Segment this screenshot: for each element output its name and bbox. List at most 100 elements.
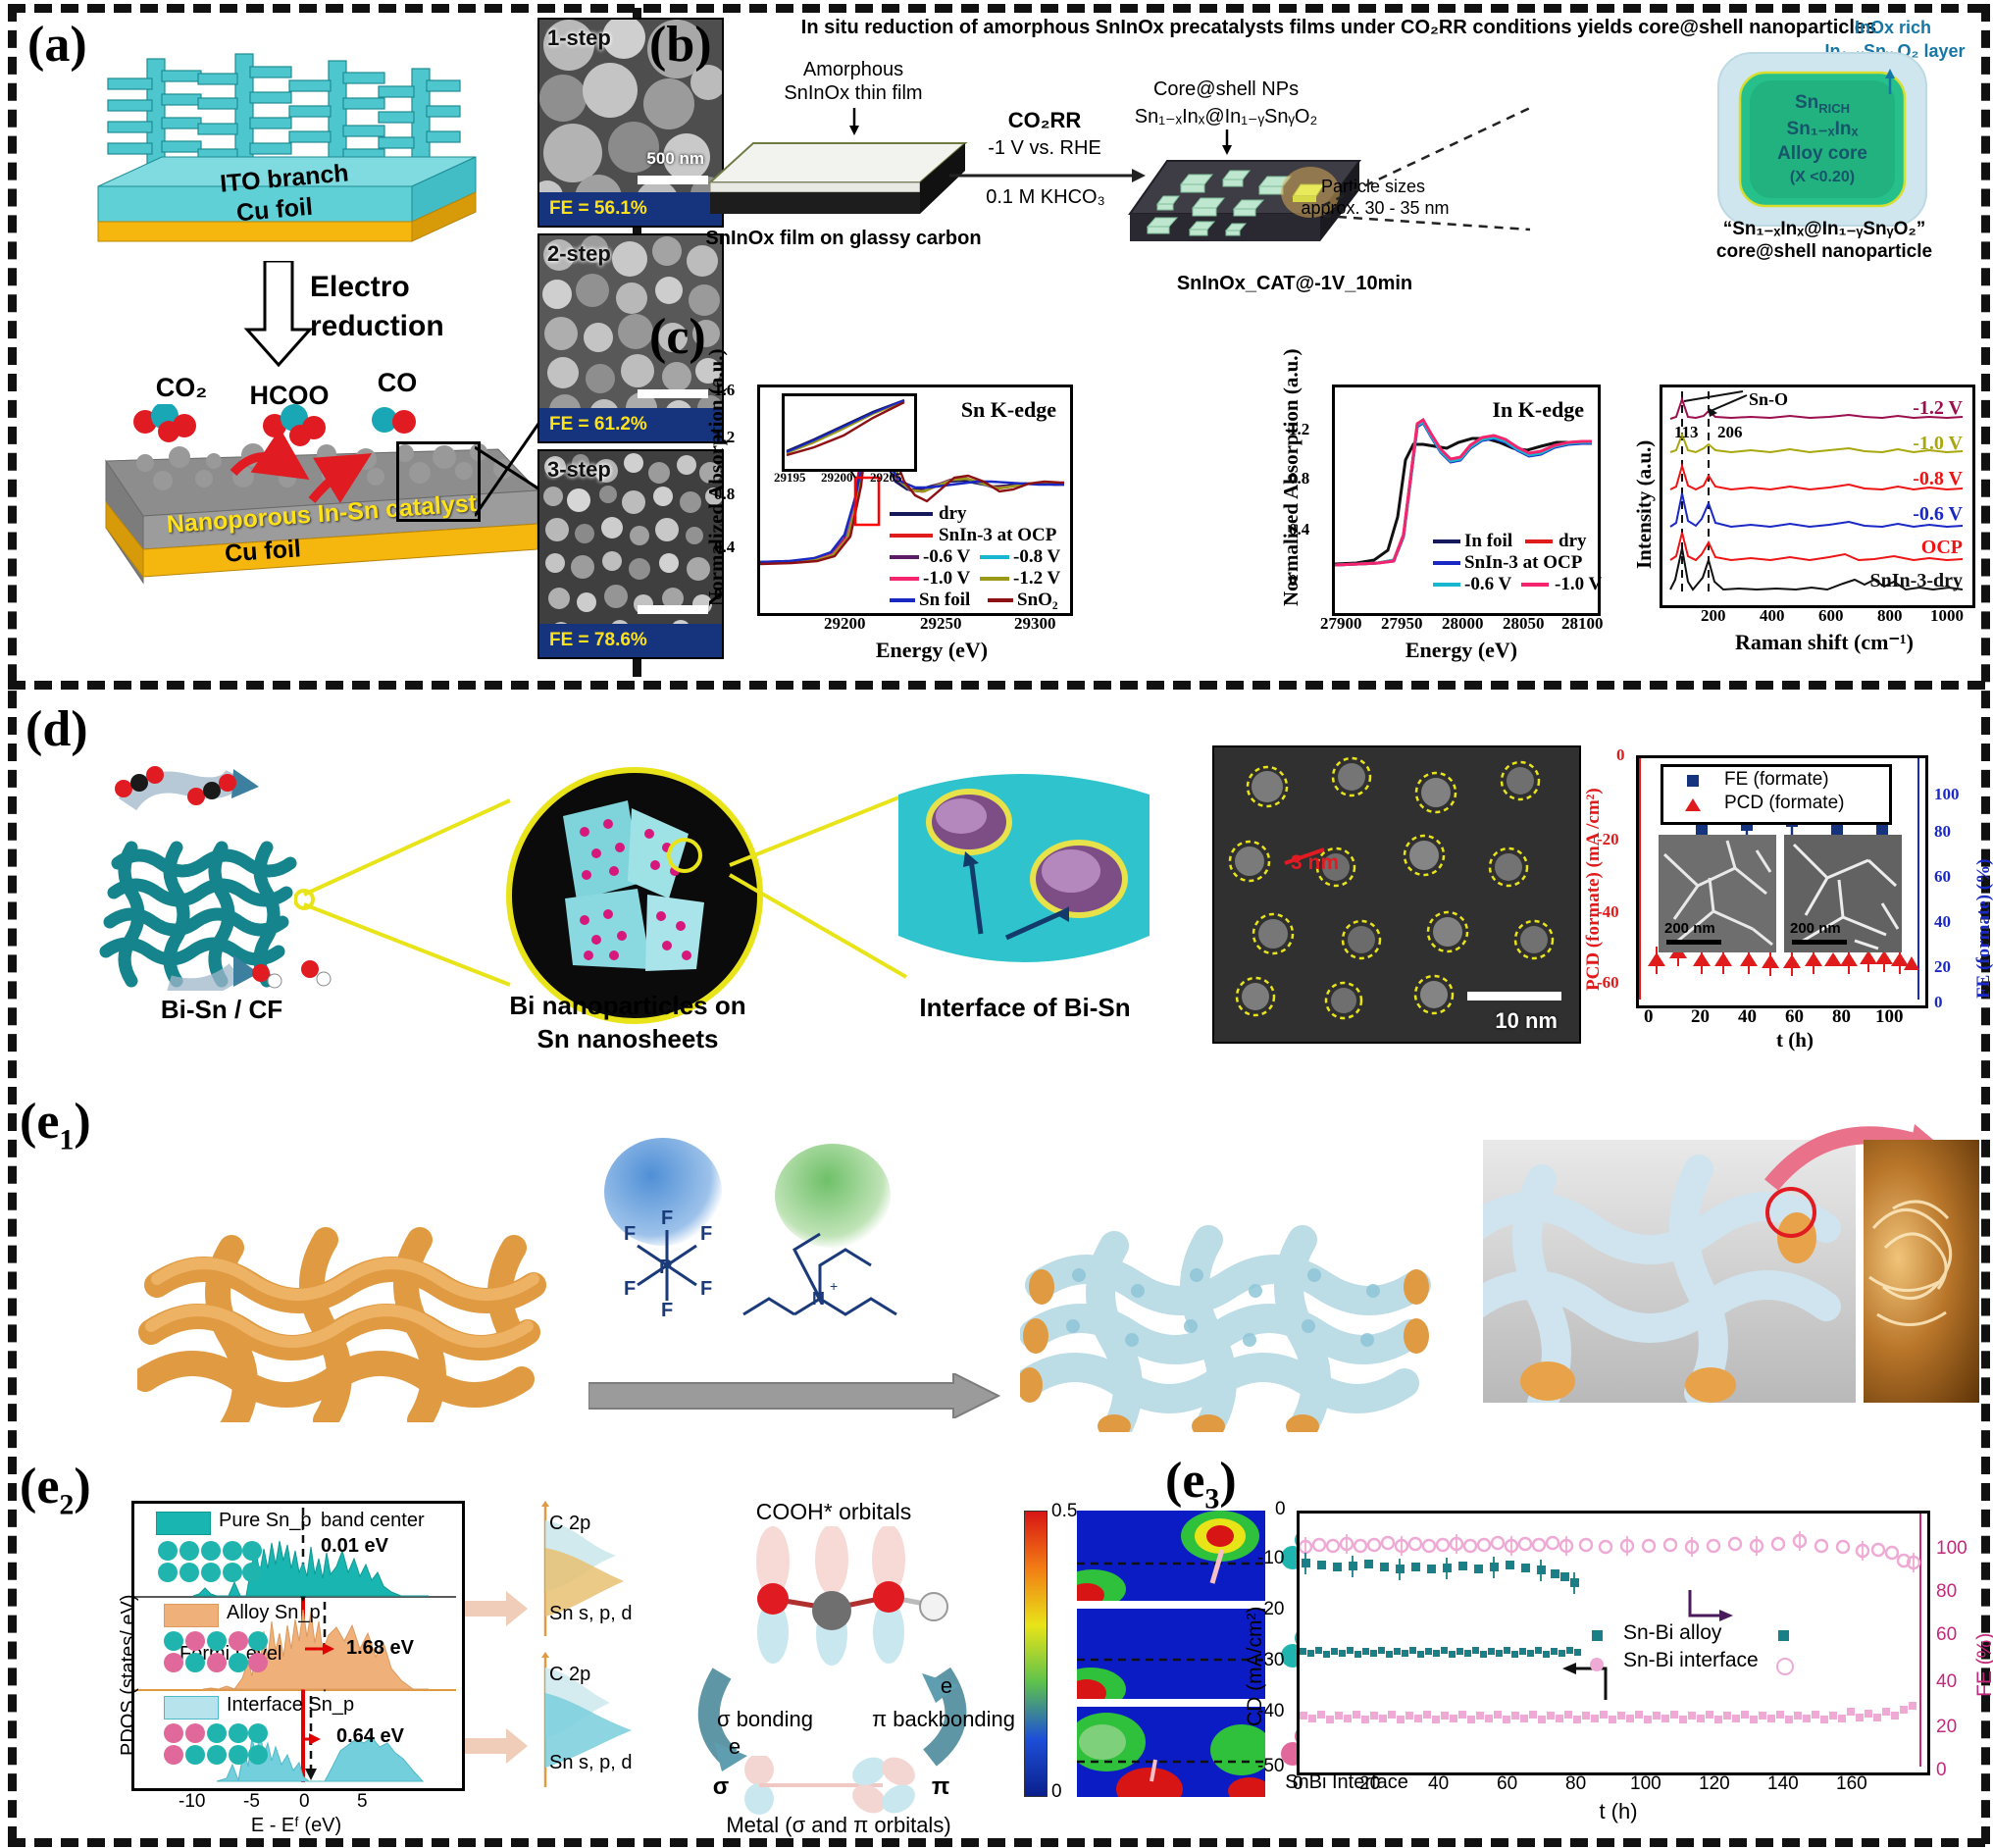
fe-badge-2step: FE = 61.2% <box>539 408 722 441</box>
legend-swatch-snfoil <box>890 598 915 602</box>
e3-ytick-fe-20: 20 <box>1936 1717 1958 1737</box>
legend-label-ocp2: SnIn-3 at OCP <box>1464 552 1583 573</box>
shell-arrow-up <box>1885 69 1895 94</box>
stem-scale-bar <box>1467 992 1561 1001</box>
legend-swatch-dry <box>890 512 933 516</box>
e3-xlabel: t (h) <box>1599 1799 1638 1823</box>
fe-badge-1step: FE = 56.1% <box>539 192 722 226</box>
pi-backbonding-label: π backbonding <box>871 1707 1016 1731</box>
coreshell-caption-2: core@shell nanoparticle <box>1715 241 1933 262</box>
process-arrow-e1 <box>588 1373 1000 1418</box>
sninox-film-caption: SnInOx film on glassy carbon <box>705 228 982 249</box>
stab-xtick-0: 0 <box>1644 1006 1654 1027</box>
e3-ylabel-left: CD (mA/cm²) <box>1244 1606 1266 1726</box>
dos-label-c2p-1: C 2p <box>549 1513 591 1534</box>
core-label-sn: SnRICH <box>1794 92 1851 116</box>
interface-bisn-graphic <box>883 765 1167 991</box>
co2-label: CO₂ <box>155 373 208 402</box>
in-ytick-0.0: 0 <box>1289 571 1298 590</box>
e3-ytick-fe-40: 40 <box>1936 1671 1958 1692</box>
core-label-formula: Sn₁₋ₓInₓ <box>1786 119 1859 139</box>
sn-ytick-0.8: 0.8 <box>714 485 736 503</box>
stab-xtick-20: 20 <box>1691 1006 1710 1027</box>
scale-bar-2step <box>638 389 708 398</box>
structure-thumb-alloy <box>162 1629 270 1674</box>
legend-marker-fe <box>1687 775 1699 787</box>
electro-reduction-arrow <box>243 261 314 369</box>
bisn-cf-schematic <box>88 745 373 991</box>
legend-marker-alloy-fe <box>1778 1630 1789 1641</box>
legend-swatch-m06 <box>890 555 919 559</box>
stem-image: 3 nm 10 nm <box>1212 745 1581 1044</box>
pdos-band-center-value: 0.01 eV <box>321 1535 388 1557</box>
co2rr-label: CO₂RR <box>1007 108 1082 132</box>
charge-map-pure-sn <box>1077 1511 1265 1601</box>
reaction-arrow <box>949 169 1146 182</box>
panel-label-d: (d) <box>26 701 88 757</box>
divider-a-d <box>8 681 1985 690</box>
legend-label-fe: FE (formate) <box>1724 769 1829 790</box>
pdos-ylabel: PDOS (states/ eV) <box>118 1594 139 1757</box>
bi-nanoparticles-label-1: Bi nanoparticles on <box>509 991 746 1020</box>
e3-xtick-120: 120 <box>1699 1773 1730 1794</box>
e3-ytick--30: -30 <box>1257 1650 1285 1670</box>
final-product-image <box>1864 1140 1979 1403</box>
cooh-orbital-diagram <box>687 1526 981 1673</box>
sninox-cat-caption: SnInOx_CAT@-1V_10min <box>1176 273 1413 294</box>
in-xtick-27950: 27950 <box>1381 614 1423 633</box>
inset-sem-1-bar <box>1666 940 1721 945</box>
co-label: CO <box>377 368 418 397</box>
panel-label-c: (c) <box>649 309 706 365</box>
amorphous-label-2: SnInOx thin film <box>784 82 923 104</box>
svg-text:F: F <box>700 1278 712 1300</box>
in-xtick-28050: 28050 <box>1503 614 1545 633</box>
e3-ytick-fe-100: 100 <box>1936 1538 1967 1559</box>
e3-ytick--50: -50 <box>1257 1756 1285 1776</box>
potential-label: -1 V vs. RHE <box>988 137 1101 159</box>
inset-sem-1-scale: 200 nm <box>1664 920 1715 937</box>
pdos-xlabel: E - Eᶠ (eV) <box>250 1815 342 1836</box>
legend-label-pcd: PCD (formate) <box>1724 793 1845 813</box>
charge-map-snbi-interface <box>1077 1707 1265 1797</box>
stem-3nm-label: 3 nm <box>1291 851 1340 874</box>
legend-marker-alloy <box>1592 1630 1603 1641</box>
svg-text:F: F <box>661 1207 673 1229</box>
e3-xtick-60: 60 <box>1497 1773 1518 1794</box>
legend-swatch-ocp <box>890 534 933 538</box>
raman-xtick-200: 200 <box>1701 606 1726 625</box>
legend-marker-pcd <box>1685 798 1701 811</box>
raman-anno-206: 206 <box>1717 423 1743 441</box>
pdos-xtick-0: 0 <box>299 1791 310 1812</box>
interface-bisn-label: Interface of Bi-Sn <box>919 993 1131 1022</box>
raman-trace-label-dry: SnIn-3-dry <box>1869 570 1963 591</box>
chart-sn-k-edge-inset <box>782 393 917 472</box>
sn-ytick-0.4: 0.4 <box>714 538 736 556</box>
legend-sn-k-edge: dry SnIn-3 at OCP -0.6 V -0.8 V -1.0 V -… <box>890 503 1064 611</box>
legend-e3: Sn-Bi alloy Sn-Bi interface <box>1576 1619 1821 1678</box>
e3-ylabel-right: FE (%) <box>1973 1632 1993 1697</box>
e3-ytick-0: 0 <box>1275 1499 1286 1519</box>
dos-label-c2p-2: C 2p <box>549 1664 591 1685</box>
stab-xtick-40: 40 <box>1738 1006 1757 1027</box>
cf-mesh-schematic <box>137 1138 549 1422</box>
e3-xtick-20: 20 <box>1359 1773 1381 1794</box>
zoom-selection-box <box>396 441 481 522</box>
legend-swatch-ocp2 <box>1433 561 1460 565</box>
stem-scale-label: 10 nm <box>1495 1008 1558 1033</box>
divider-left <box>8 4 17 1844</box>
core-label-x: (X <0.20) <box>1789 169 1856 185</box>
sem-image-1step: 1-step 500 nm FE = 56.1% <box>537 18 724 228</box>
panel-label-e3: (e3) <box>1165 1453 1237 1515</box>
legend-label-dry2: dry <box>1559 531 1587 551</box>
metal-orbitals-caption: Metal (σ and π orbitals) <box>726 1813 951 1837</box>
pcd-ylabel: PCD (formate) (mA /cm²) <box>1583 788 1604 991</box>
sn-xtick-29250: 29250 <box>920 614 962 633</box>
legend-label-snfoil: Sn foil <box>919 590 971 610</box>
inset-xtick-0: 29195 <box>774 470 806 485</box>
metal-orbital-diagram: σ π <box>687 1756 981 1821</box>
pdos-legend-label-interface: Interface Sn_p <box>227 1694 355 1716</box>
pcd-ytick--40: -40 <box>1597 902 1619 921</box>
legend-swatch-sno2 <box>988 598 1013 602</box>
stab-xtick-60: 60 <box>1785 1006 1804 1027</box>
